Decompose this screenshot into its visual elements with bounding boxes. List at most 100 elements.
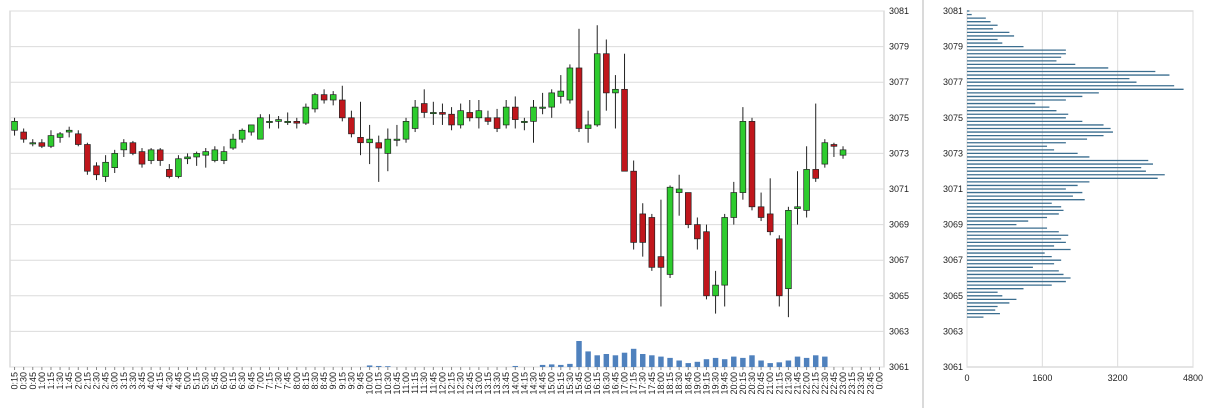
candle-body xyxy=(666,186,674,275)
candle-body xyxy=(794,206,801,209)
x-tick-label: 16:00 xyxy=(583,372,593,395)
candle-body xyxy=(785,210,792,290)
x-tick-label: 0:00 xyxy=(874,372,884,390)
candle-body xyxy=(348,117,355,135)
x-tick-label: 20:45 xyxy=(756,372,766,395)
x-tick-label: 17:30 xyxy=(638,372,648,395)
x-tick-label: 20:30 xyxy=(747,372,757,395)
x-tick-label: 3:15 xyxy=(119,372,129,390)
candle-body xyxy=(329,94,337,101)
x-tick-label: 16:15 xyxy=(592,372,602,395)
candle-body xyxy=(65,129,73,133)
x-tick-label: 14:15 xyxy=(519,372,529,395)
volume-bar xyxy=(375,365,382,367)
volume-bar xyxy=(721,359,728,367)
candle-body xyxy=(302,106,310,124)
candle-body xyxy=(357,137,364,144)
candle-body xyxy=(29,142,37,145)
candle-body xyxy=(466,112,474,119)
volume-bar xyxy=(640,354,646,367)
volume-bar xyxy=(548,364,555,367)
profile-y-tick-label: 3081 xyxy=(943,6,963,16)
candle-body xyxy=(448,113,455,126)
candle-body xyxy=(639,213,647,243)
candle-body xyxy=(748,121,756,208)
x-tick-label: 5:00 xyxy=(183,372,193,390)
candle-body xyxy=(11,121,18,131)
candle-body xyxy=(584,124,592,129)
volume-bar xyxy=(603,354,610,367)
volume-bar xyxy=(740,357,746,367)
x-tick-label: 8:30 xyxy=(310,372,320,390)
volume-bar xyxy=(630,348,637,367)
candle-body xyxy=(776,238,783,297)
x-tick-label: 14:00 xyxy=(510,372,520,395)
y-tick-label: 3063 xyxy=(889,326,909,336)
x-tick-label: 22:30 xyxy=(820,372,830,395)
candle-body xyxy=(93,165,100,176)
x-tick-label: 9:45 xyxy=(356,372,366,390)
y-tick-label: 3069 xyxy=(889,220,909,230)
y-tick-label: 3071 xyxy=(889,184,909,194)
candle-body xyxy=(630,170,637,243)
candle-body xyxy=(20,131,27,140)
x-tick-label: 4:00 xyxy=(146,372,156,390)
volume-bar xyxy=(703,359,710,367)
profile-y-tick-label: 3065 xyxy=(943,291,963,301)
x-tick-label: 1:00 xyxy=(37,372,47,390)
x-tick-label: 15:30 xyxy=(565,372,575,395)
x-tick-label: 21:45 xyxy=(793,372,803,395)
x-tick-label: 4:45 xyxy=(173,372,183,390)
x-tick-label: 5:30 xyxy=(201,372,211,390)
x-tick-label: 2:30 xyxy=(91,372,101,390)
candle-body xyxy=(47,135,55,147)
volume-bar xyxy=(658,356,664,367)
candle-body xyxy=(839,149,847,156)
x-tick-label: 1:15 xyxy=(46,372,56,390)
x-tick-label: 15:45 xyxy=(574,372,584,395)
profile-x-tick-label: 0 xyxy=(964,373,969,383)
x-tick-label: 13:00 xyxy=(474,372,484,395)
candle-body xyxy=(311,94,319,110)
candle-body xyxy=(812,169,819,179)
x-tick-label: 18:15 xyxy=(665,372,675,395)
candle-body xyxy=(129,142,137,154)
candle-body xyxy=(166,169,173,177)
candle-body xyxy=(102,161,109,177)
x-tick-label: 23:45 xyxy=(865,372,875,395)
candle-body xyxy=(75,133,82,145)
candle-body xyxy=(612,88,619,94)
candle-body xyxy=(830,144,838,147)
x-tick-label: 3:30 xyxy=(128,372,138,390)
x-tick-label: 17:00 xyxy=(620,372,630,395)
candle-body xyxy=(56,133,64,138)
volume-bar xyxy=(594,355,600,367)
x-tick-label: 13:30 xyxy=(492,372,502,395)
volume-bar xyxy=(767,363,773,367)
candle-body xyxy=(156,149,164,161)
x-tick-label: 18:45 xyxy=(683,372,693,395)
candle-body xyxy=(657,256,665,268)
candle-body xyxy=(502,106,510,126)
x-tick-label: 23:15 xyxy=(847,372,857,395)
candle-body xyxy=(766,213,774,233)
candle-body xyxy=(175,158,182,177)
x-tick-label: 6:45 xyxy=(246,372,256,390)
x-tick-label: 9:30 xyxy=(346,372,356,390)
candle-body xyxy=(402,121,410,140)
x-tick-label: 6:15 xyxy=(228,372,238,390)
x-tick-label: 19:15 xyxy=(701,372,711,395)
volume-bar xyxy=(694,361,701,367)
x-tick-label: 11:45 xyxy=(428,372,438,394)
x-tick-label: 20:15 xyxy=(738,372,748,395)
x-tick-label: 5:15 xyxy=(192,372,202,390)
y-tick-label: 3081 xyxy=(889,6,909,16)
candle-body xyxy=(803,169,810,211)
x-tick-label: 13:15 xyxy=(483,372,493,395)
candle-body xyxy=(475,110,483,119)
candle-body xyxy=(457,110,464,126)
x-tick-label: 12:00 xyxy=(437,372,447,395)
x-tick-label: 11:15 xyxy=(410,372,420,394)
candle-body xyxy=(375,142,382,149)
